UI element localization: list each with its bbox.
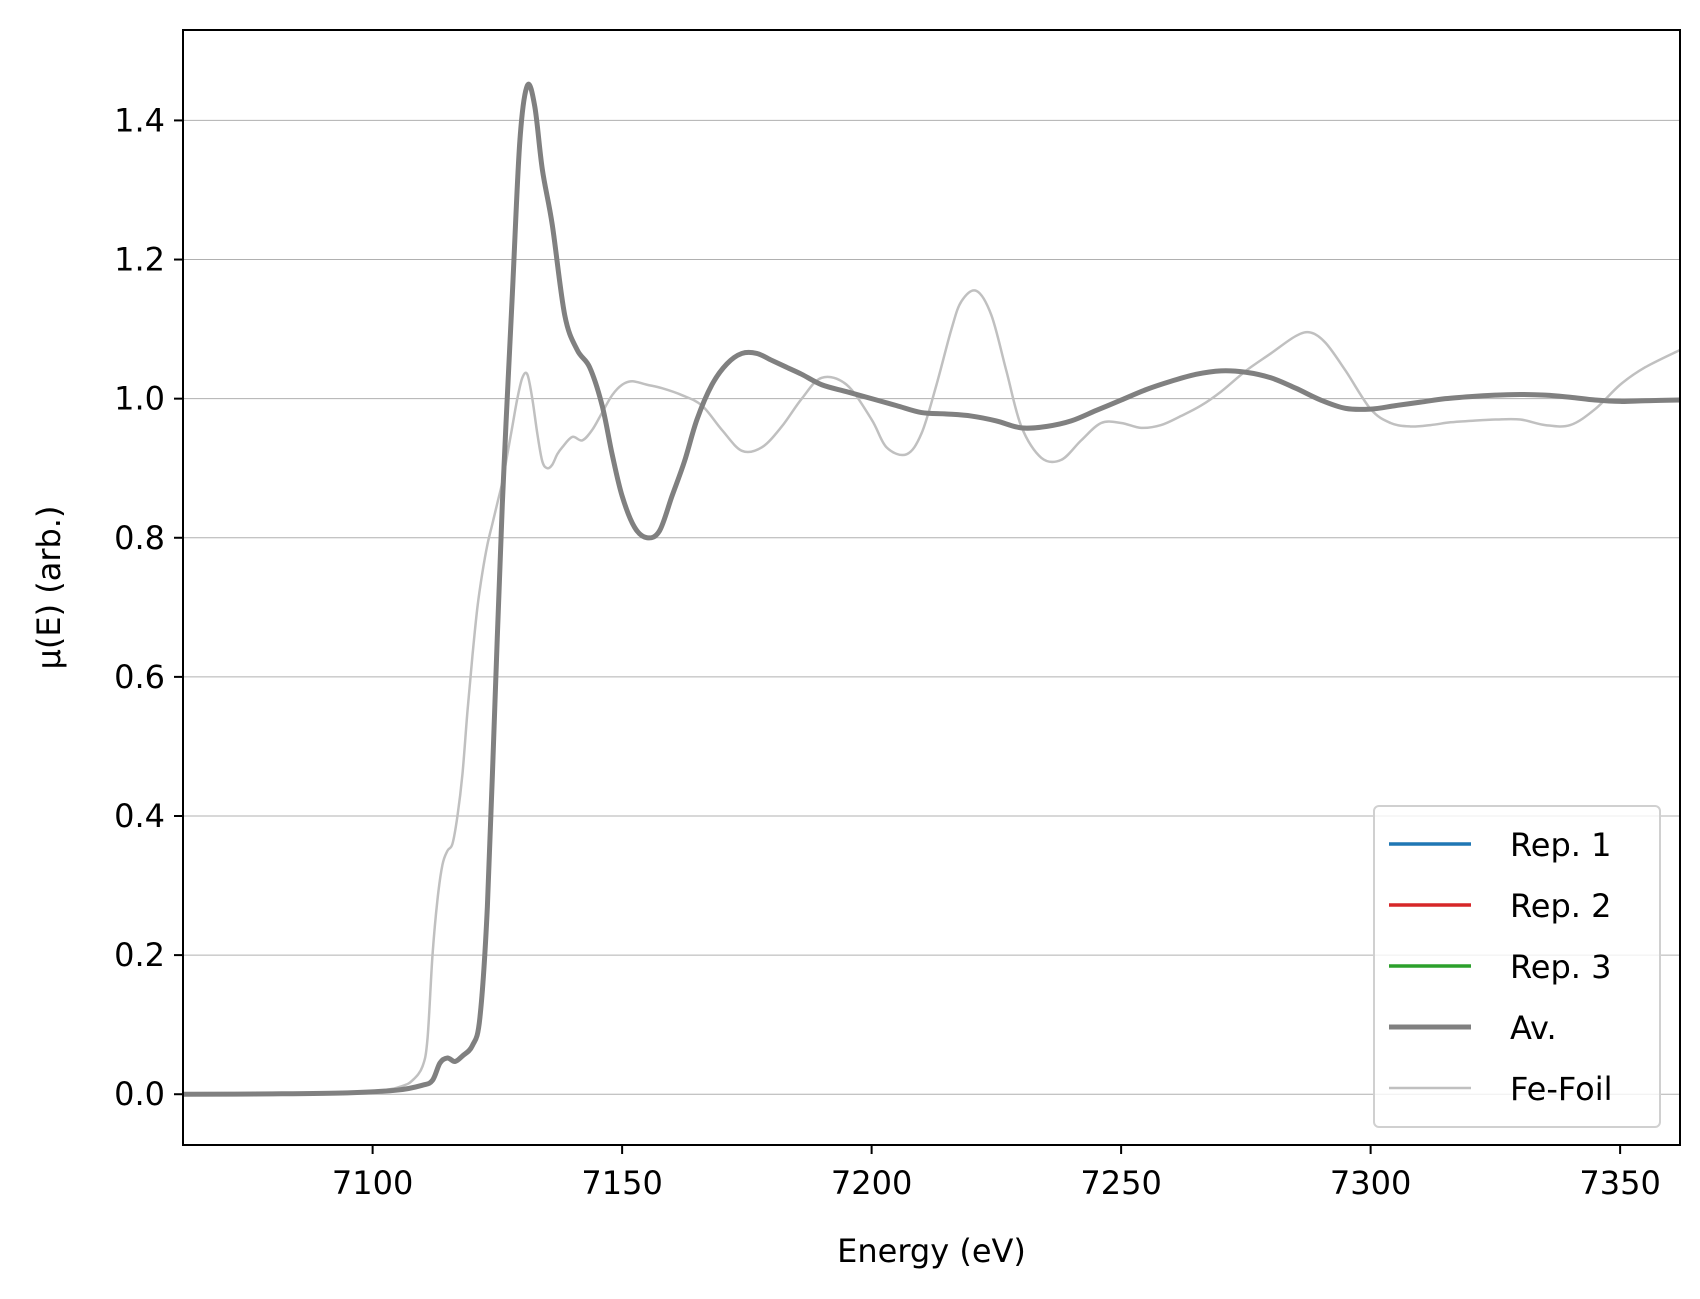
x-tick-label: 7350 bbox=[1579, 1164, 1660, 1202]
tick-layer: 0.0 0.2 0.4 0.6 0.8 1.0 1.2 1.4 7100 7150 7200 7250… bbox=[114, 101, 1661, 1202]
series-line-fe-foil bbox=[183, 289, 1680, 1096]
legend-label: Rep. 3 bbox=[1510, 948, 1612, 986]
y-tick-label: 0.4 bbox=[114, 797, 165, 835]
x-axis-label: Energy (eV) bbox=[837, 1232, 1026, 1270]
series-line-av bbox=[183, 81, 1680, 1097]
x-tick-label: 7250 bbox=[1080, 1164, 1161, 1202]
legend-label: Av. bbox=[1510, 1009, 1557, 1047]
y-tick-label: 0.6 bbox=[114, 658, 165, 696]
legend-label: Rep. 1 bbox=[1510, 826, 1612, 864]
y-tick-label: 1.4 bbox=[114, 101, 165, 139]
legend: Rep. 1 Rep. 2 Rep. 3 Av. Fe-Foil bbox=[1373, 805, 1661, 1128]
series-layer bbox=[183, 81, 1680, 1097]
x-tick-label: 7300 bbox=[1330, 1164, 1411, 1202]
x-tick-label: 7150 bbox=[581, 1164, 662, 1202]
y-tick-label: 1.0 bbox=[114, 380, 165, 418]
y-tick-label: 0.8 bbox=[114, 519, 165, 557]
legend-label: Fe-Foil bbox=[1510, 1070, 1613, 1108]
x-tick-label: 7100 bbox=[332, 1164, 413, 1202]
y-tick-label: 0.0 bbox=[114, 1075, 165, 1113]
x-tick-label: 7200 bbox=[831, 1164, 912, 1202]
legend-box bbox=[1373, 805, 1661, 1128]
plot-frame bbox=[182, 29, 1681, 1146]
y-tick-label: 0.2 bbox=[114, 936, 165, 974]
legend-label: Rep. 2 bbox=[1510, 887, 1612, 925]
y-axis-label: μ(E) (arb.) bbox=[30, 506, 68, 670]
y-tick-label: 1.2 bbox=[114, 241, 165, 279]
